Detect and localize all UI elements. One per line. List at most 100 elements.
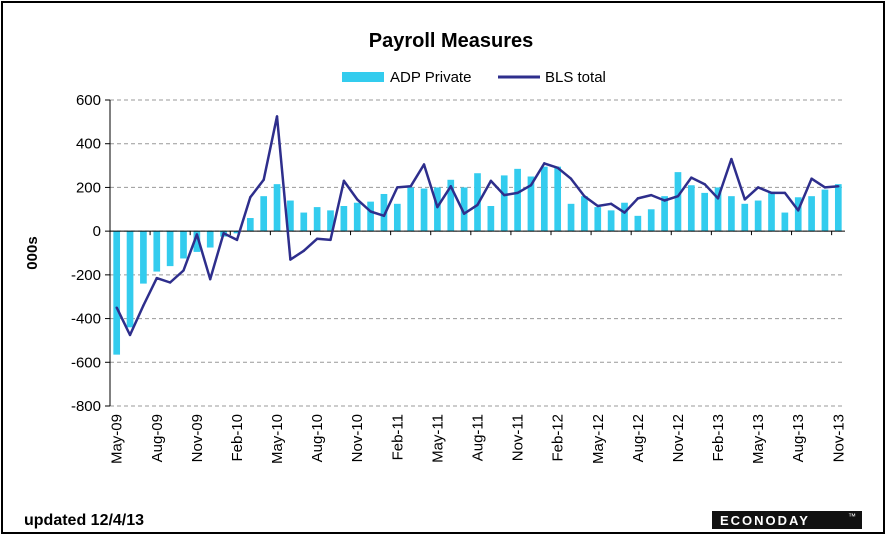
point-Feb-11 — [396, 186, 399, 189]
bar-Aug-10 — [313, 207, 321, 232]
point-Aug-10 — [315, 237, 319, 240]
bar-Sep-12 — [647, 209, 655, 232]
point-Sep-12 — [650, 193, 653, 197]
point-Oct-10 — [342, 179, 346, 183]
y-axis-label: 000s — [24, 236, 41, 269]
y-tick-label: 400 — [76, 136, 101, 153]
bar-Jun-11 — [447, 179, 455, 232]
bar-Dec-12 — [687, 185, 695, 232]
bar-May-12 — [594, 207, 602, 232]
point-Apr-11 — [422, 163, 426, 166]
point-Dec-10 — [369, 210, 372, 213]
point-May-13 — [756, 186, 760, 189]
point-Jan-12 — [543, 162, 546, 165]
point-May-12 — [596, 204, 599, 208]
bar-Sep-09 — [166, 231, 174, 267]
point-Dec-11 — [529, 184, 533, 187]
point-Mar-13 — [730, 157, 733, 161]
grid-layer — [105, 99, 845, 407]
updated-note: updated 12/4/13 — [24, 512, 144, 529]
point-Nov-13 — [837, 185, 840, 188]
bar-Nov-13 — [834, 184, 842, 232]
point-Sep-09 — [168, 281, 172, 284]
point-Apr-13 — [743, 198, 746, 201]
y-tick-label: 200 — [76, 179, 101, 196]
legend: ADP Private BLS total — [342, 69, 606, 86]
bars-adp-private — [113, 166, 842, 355]
point-Oct-11 — [503, 193, 506, 197]
point-Jul-11 — [462, 212, 466, 215]
x-tick-label: Feb-13 — [710, 414, 727, 462]
bar-Apr-10 — [260, 196, 268, 232]
bar-Dec-09 — [206, 231, 214, 248]
bar-Oct-10 — [340, 206, 348, 232]
chart-svg: Payroll Measures ADP Private BLS total 0… — [24, 30, 862, 529]
x-tick-label: Feb-12 — [550, 414, 567, 462]
x-tick-label: Nov-11 — [510, 414, 527, 461]
point-Jul-10 — [302, 249, 305, 253]
legend-label-adp: ADP Private — [390, 69, 471, 86]
point-Feb-12 — [556, 166, 559, 169]
bar-Nov-12 — [674, 172, 682, 232]
chart-title: Payroll Measures — [369, 30, 534, 52]
bar-Jan-13 — [701, 192, 709, 232]
bar-Sep-13 — [808, 196, 815, 232]
bar-Mar-13 — [728, 196, 735, 232]
bar-Mar-12 — [567, 203, 575, 232]
y-tick-label: -200 — [71, 267, 101, 284]
bar-Jun-09 — [126, 231, 134, 328]
bar-Aug-11 — [474, 173, 481, 232]
point-Jan-13 — [703, 182, 706, 186]
x-tick-label: Aug-13 — [790, 414, 807, 462]
bar-Aug-12 — [634, 215, 642, 232]
point-Feb-13 — [716, 197, 720, 200]
x-tick-label: May-12 — [590, 414, 607, 464]
bar-Jan-11 — [380, 193, 388, 232]
point-Jan-11 — [382, 214, 386, 218]
bar-Dec-10 — [367, 201, 374, 232]
point-Nov-10 — [356, 198, 359, 201]
point-Jul-13 — [783, 191, 787, 195]
point-Jun-10 — [289, 258, 292, 261]
legend-label-bls: BLS total — [545, 69, 606, 86]
bar-Feb-13 — [714, 187, 722, 232]
x-tick-label: Aug-09 — [149, 414, 166, 462]
x-tick-label: May-10 — [269, 414, 286, 464]
point-Dec-09 — [209, 278, 212, 281]
y-tick-label: -400 — [71, 311, 101, 328]
bar-Nov-11 — [514, 168, 521, 232]
bar-Jan-12 — [540, 166, 548, 232]
y-tick-labels: 600 400 200 0 -200 -400 -600 -800 — [71, 92, 101, 415]
x-tick-label: Nov-13 — [830, 414, 847, 462]
x-tick-label: Aug-12 — [630, 414, 647, 462]
econoday-logo: ECONODAY ™ — [712, 511, 862, 529]
bar-Jun-12 — [607, 210, 615, 232]
x-tick-label: Nov-12 — [670, 414, 687, 462]
bar-Oct-11 — [500, 175, 508, 232]
bar-May-13 — [754, 200, 762, 232]
point-Apr-12 — [583, 194, 586, 198]
bar-Feb-12 — [554, 166, 562, 232]
point-Aug-13 — [797, 209, 800, 212]
bar-Aug-13 — [794, 197, 802, 232]
point-Mar-12 — [569, 177, 573, 180]
bar-Oct-13 — [821, 189, 829, 232]
x-tick-label: Aug-11 — [470, 414, 487, 461]
logo-box — [712, 511, 862, 529]
point-Feb-10 — [235, 238, 239, 242]
point-May-11 — [436, 205, 439, 209]
bar-Jul-11 — [460, 187, 468, 232]
bar-Jul-09 — [140, 231, 147, 284]
point-Jan-10 — [222, 232, 225, 235]
point-Jul-09 — [142, 304, 145, 307]
bar-Mar-11 — [407, 187, 415, 232]
bar-Nov-09 — [193, 231, 201, 252]
bar-May-09 — [113, 231, 121, 355]
y-tick-label: -800 — [71, 398, 101, 415]
x-tick-label: Nov-09 — [189, 414, 206, 462]
bar-Sep-10 — [327, 210, 334, 232]
bar-Sep-11 — [487, 206, 495, 232]
bar-Apr-12 — [581, 196, 588, 232]
point-Sep-13 — [810, 177, 813, 180]
